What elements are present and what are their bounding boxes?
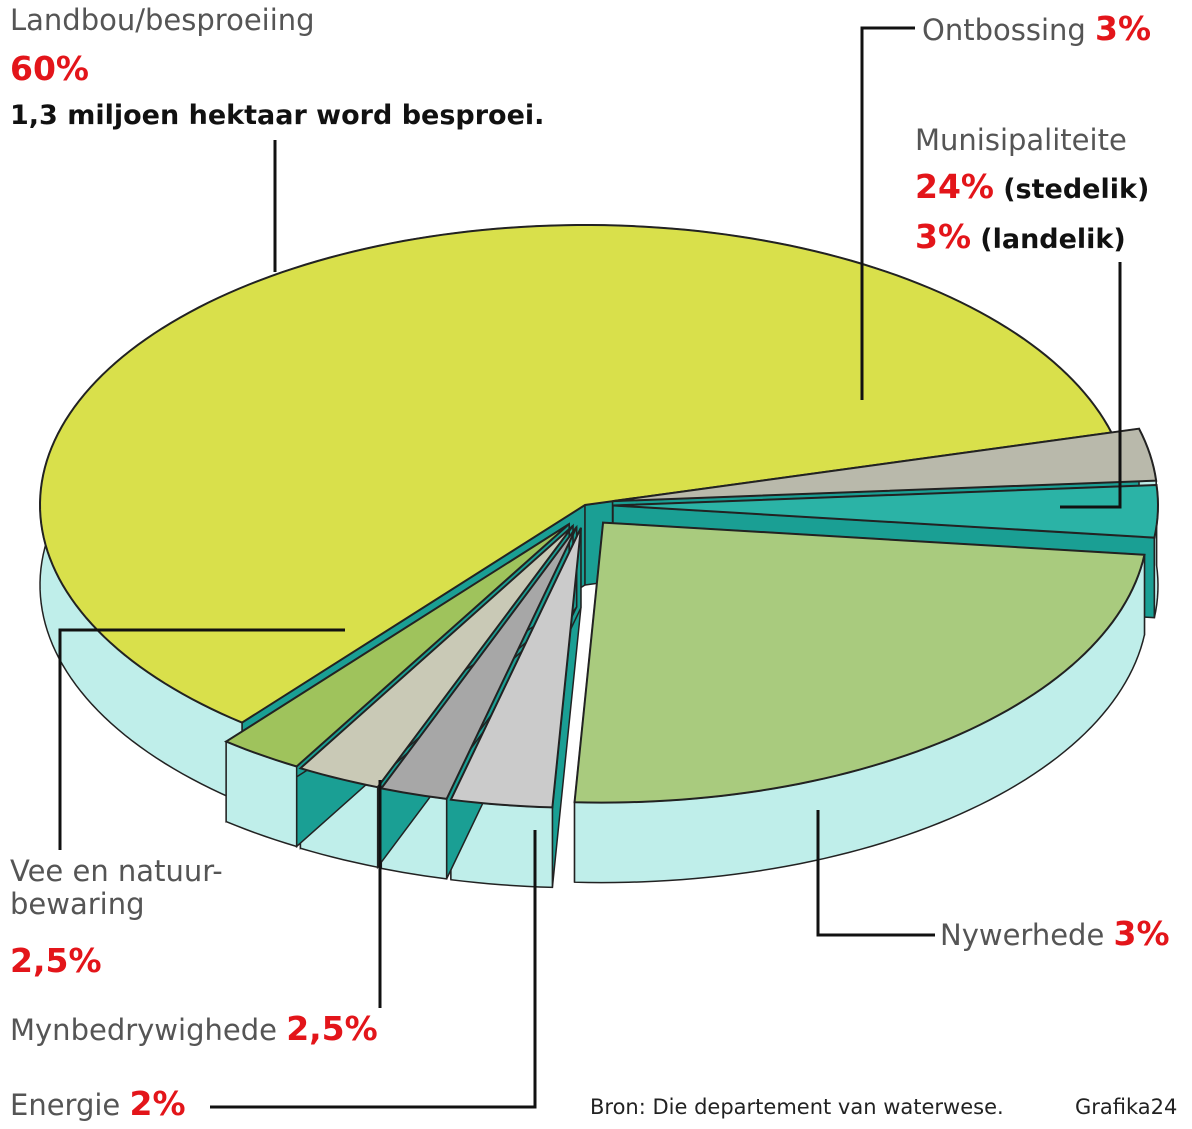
annotation: 1,3 miljoen hektaar word besproei.: [10, 100, 544, 131]
legend-row: 24% (stedelik): [915, 168, 1149, 206]
legend-row: 3% (landelik): [915, 218, 1126, 256]
infographic: Landbou/besproeiing 60% 1,3 miljoen hekt…: [0, 0, 1192, 1129]
credit: Grafika24: [1075, 1095, 1177, 1119]
source: Bron: Die departement van waterwese.: [590, 1095, 1004, 1119]
value-label: 3%: [1095, 9, 1151, 48]
label: Landbou/besproeiing: [10, 4, 315, 37]
value-label: 2,5%: [10, 942, 102, 980]
legend-row: Nywerhede 3%: [940, 915, 1170, 953]
legend-row: Ontbossing 3%: [922, 10, 1151, 48]
label: Energie: [10, 1088, 120, 1122]
value-label: 60%: [10, 50, 89, 88]
value-label: 3%: [915, 217, 971, 256]
label: Nywerhede: [940, 918, 1104, 952]
label: Vee en natuur- bewaring: [10, 855, 223, 922]
label: Ontbossing: [922, 13, 1086, 47]
value-label: 2%: [129, 1084, 185, 1123]
value-label: 24%: [915, 167, 994, 206]
label: Munisipaliteite: [915, 124, 1127, 157]
value-label: 2,5%: [286, 1009, 378, 1048]
label: Mynbedrywighede: [10, 1013, 277, 1047]
legend-row: Mynbedrywighede 2,5%: [10, 1010, 378, 1048]
slice: [575, 523, 1145, 803]
label: (stedelik): [1003, 174, 1149, 205]
legend-row: Energie 2%: [10, 1085, 186, 1123]
value-label: 3%: [1114, 914, 1170, 953]
label: (landelik): [980, 224, 1125, 255]
